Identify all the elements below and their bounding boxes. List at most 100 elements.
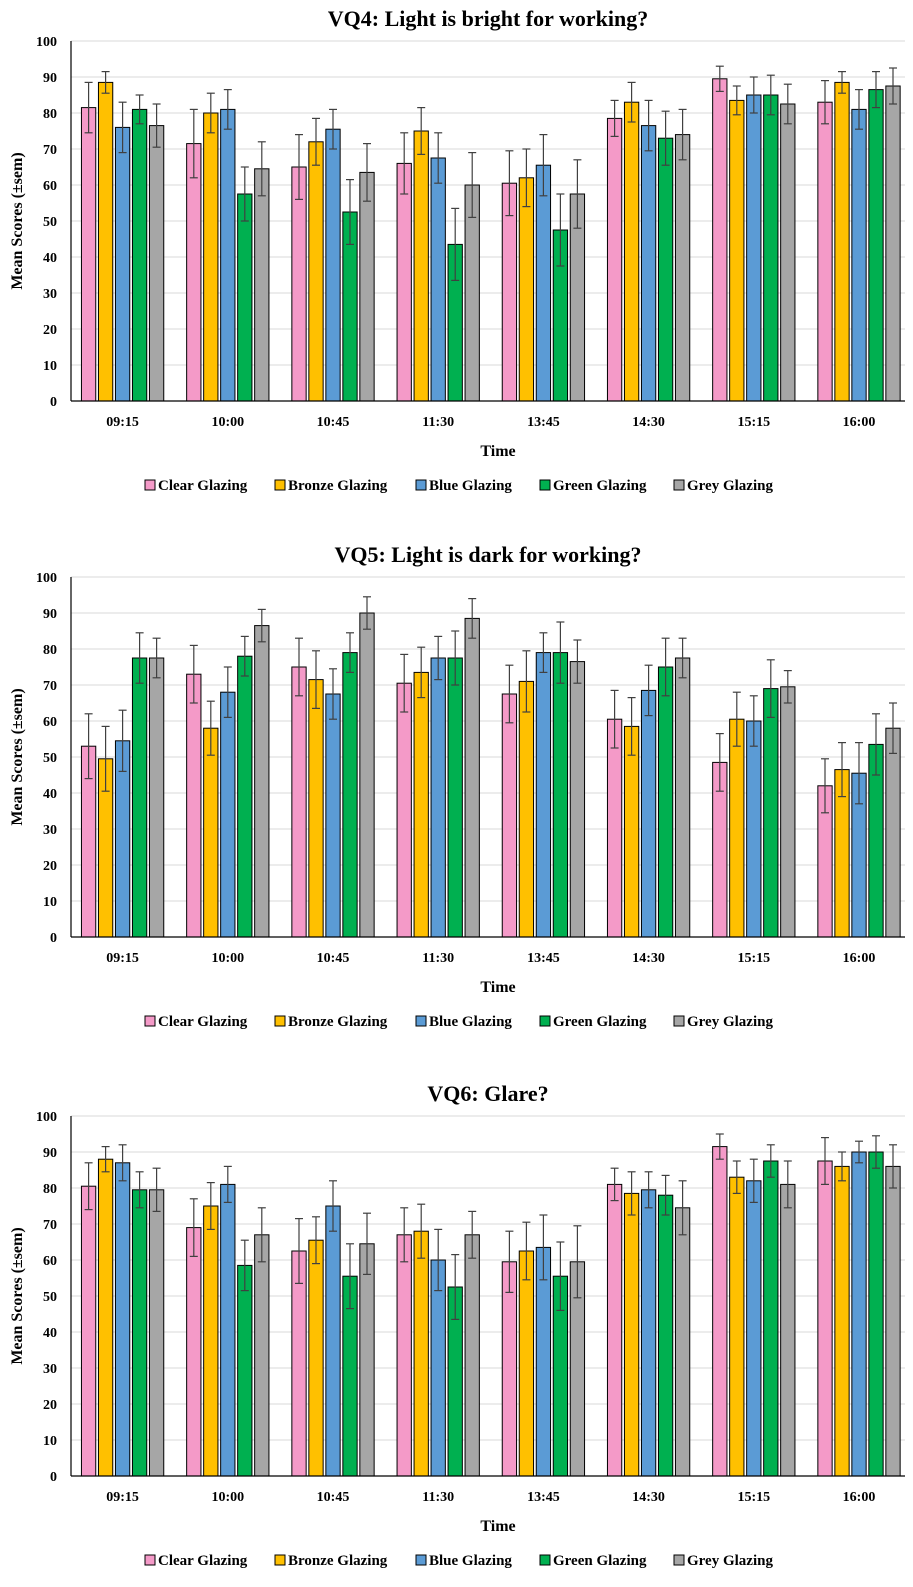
legend-swatch xyxy=(144,1015,156,1027)
y-tick-label: 0 xyxy=(50,1470,57,1485)
bar xyxy=(834,81,850,402)
bar xyxy=(868,1151,884,1477)
y-tick-label: 50 xyxy=(43,215,57,230)
bar xyxy=(851,1151,867,1477)
y-tick-label: 10 xyxy=(43,1434,57,1449)
y-tick-label: 50 xyxy=(43,751,57,766)
bar-group xyxy=(396,1203,480,1477)
bar xyxy=(535,164,552,402)
x-axis-label: Time xyxy=(480,1518,515,1535)
bar xyxy=(308,679,324,938)
bar-group xyxy=(186,1165,270,1477)
x-tick-label: 15:15 xyxy=(737,1490,770,1505)
bar xyxy=(148,1189,165,1477)
bar xyxy=(623,725,640,938)
bar xyxy=(254,1234,270,1477)
legend-label: Grey Glazing xyxy=(687,1553,773,1569)
legend-label: Green Glazing xyxy=(553,1014,647,1030)
y-tick-label: 90 xyxy=(43,1146,57,1161)
bar xyxy=(868,89,884,402)
bar-group xyxy=(186,608,270,938)
legend-swatch xyxy=(673,1015,685,1027)
bar xyxy=(237,1264,253,1477)
legend-swatch xyxy=(415,1554,427,1566)
legend: Clear Glazing Bronze Glazing Blue Glazing G… xyxy=(144,478,773,494)
legend-label: Green Glazing xyxy=(553,478,647,494)
y-axis-label: Mean Scores (±sem) xyxy=(9,1227,26,1364)
legend-swatch xyxy=(274,479,286,491)
legend-label: Blue Glazing xyxy=(429,478,512,494)
x-tick-label: 09:15 xyxy=(106,415,139,430)
x-tick-label: 16:00 xyxy=(843,1490,876,1505)
x-tick-label: 10:45 xyxy=(317,1490,350,1505)
bar-group xyxy=(817,1135,901,1477)
y-tick-label: 100 xyxy=(36,571,57,586)
bar-chart-vq5: VQ5: Light is dark for working? 0 10 20 30 40… xyxy=(9,542,905,1030)
bar xyxy=(131,657,148,938)
bar xyxy=(359,1243,375,1477)
bar xyxy=(712,1146,728,1477)
chart-panel-vq6: VQ6: Glare? 0 10 20 30 40 50 60 70 80 90 100 09:15 10… xyxy=(0,1075,913,1585)
legend-label: Bronze Glazing xyxy=(288,478,388,494)
bar xyxy=(80,107,97,402)
x-tick-label: 10:00 xyxy=(211,951,244,966)
x-tick-label: 09:15 xyxy=(106,1490,139,1505)
x-tick-label: 10:00 xyxy=(211,415,244,430)
bar xyxy=(220,691,236,938)
bar xyxy=(396,1234,412,1477)
legend-label: Green Glazing xyxy=(553,1553,647,1569)
y-axis-label: Mean Scores (±sem) xyxy=(9,688,26,825)
x-tick-label: 09:15 xyxy=(106,951,139,966)
bar-group xyxy=(606,637,691,938)
legend-label: Bronze Glazing xyxy=(288,1553,388,1569)
bar xyxy=(640,689,657,938)
x-tick-label: 13:45 xyxy=(527,415,560,430)
x-axis-label: Time xyxy=(480,979,515,996)
legend-label: Grey Glazing xyxy=(687,478,773,494)
bar xyxy=(447,657,463,938)
x-tick-label: 11:30 xyxy=(422,951,454,966)
y-tick-label: 0 xyxy=(50,931,57,946)
legend-swatch xyxy=(274,1015,286,1027)
bar xyxy=(413,671,429,938)
bar-group xyxy=(396,597,480,938)
bar-group xyxy=(291,596,375,938)
legend-swatch xyxy=(415,1015,427,1027)
bar xyxy=(885,1165,901,1477)
bar xyxy=(501,693,518,938)
bar xyxy=(518,1250,535,1477)
chart-title: VQ4: Light is bright for working? xyxy=(328,6,648,31)
legend: Clear Glazing Bronze Glazing Blue Glazing G… xyxy=(144,1014,773,1030)
bar-group xyxy=(396,106,480,402)
bar xyxy=(325,693,341,938)
bar xyxy=(657,1194,674,1477)
legend-label: Blue Glazing xyxy=(429,1014,512,1030)
y-axis-label: Mean Scores (±sem) xyxy=(9,152,26,289)
bar xyxy=(203,1205,219,1477)
bar xyxy=(780,1183,796,1477)
bar xyxy=(186,1227,202,1477)
x-tick-label: 10:45 xyxy=(317,951,350,966)
bar xyxy=(359,171,375,402)
bar xyxy=(464,1234,480,1477)
legend-swatch xyxy=(144,1554,156,1566)
bar-group xyxy=(817,702,901,938)
bar xyxy=(763,688,779,938)
bar xyxy=(729,1176,745,1477)
bar-group xyxy=(712,1133,796,1477)
bar xyxy=(606,1183,623,1477)
bar xyxy=(729,99,745,402)
bar xyxy=(746,94,762,402)
bar xyxy=(220,1183,236,1477)
bar xyxy=(186,143,202,402)
bar xyxy=(413,130,429,402)
y-tick-label: 40 xyxy=(43,1326,57,1341)
bar xyxy=(237,193,253,402)
bar xyxy=(657,137,674,402)
bar-group xyxy=(80,1144,165,1477)
x-tick-label: 15:15 xyxy=(737,415,770,430)
y-tick-label: 80 xyxy=(43,107,57,122)
legend-swatch xyxy=(144,479,156,491)
bar xyxy=(396,682,412,938)
bar xyxy=(186,673,202,938)
